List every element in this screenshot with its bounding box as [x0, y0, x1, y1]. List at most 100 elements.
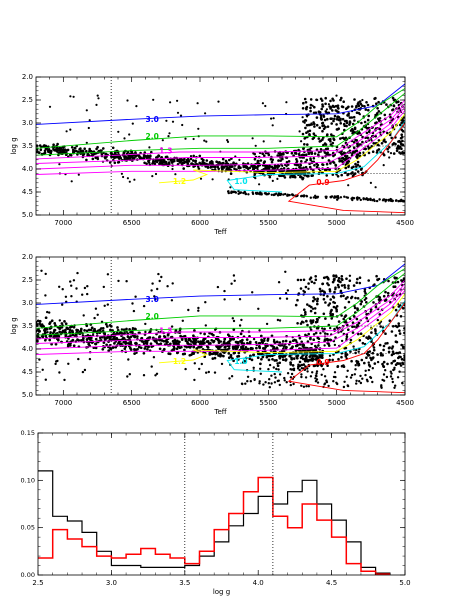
star-point	[344, 314, 348, 317]
star-point	[378, 127, 382, 131]
star-point	[36, 340, 39, 343]
star-point	[360, 121, 363, 125]
star-point	[333, 290, 336, 294]
star-point	[253, 378, 256, 382]
star-point	[329, 312, 332, 315]
star-point	[70, 146, 74, 149]
star-point	[72, 325, 76, 329]
star-point	[309, 106, 312, 110]
x-tick-label: 4500	[396, 219, 414, 227]
star-point	[305, 158, 309, 162]
hist-x-tick-label: 2.5	[32, 579, 43, 587]
star-point	[324, 276, 327, 279]
star-point	[353, 373, 356, 376]
star-point	[399, 152, 403, 155]
star-point	[313, 125, 316, 128]
star-point	[337, 276, 341, 280]
star-point	[321, 282, 325, 286]
star-point	[113, 337, 117, 341]
star-point	[262, 383, 265, 386]
star-point	[242, 191, 245, 195]
star-point	[340, 339, 344, 343]
star-point	[276, 379, 279, 383]
star-point	[349, 129, 353, 132]
star-point	[75, 328, 78, 332]
star-point	[403, 358, 405, 362]
star-point	[179, 334, 182, 338]
star-point	[246, 375, 250, 378]
star-point	[399, 136, 403, 140]
star-point	[340, 275, 344, 278]
star-point	[43, 331, 47, 335]
star-point	[399, 199, 403, 202]
star-point	[270, 160, 274, 164]
star-point	[335, 123, 338, 126]
star-point	[139, 156, 142, 159]
star-point	[354, 364, 357, 367]
star-point	[54, 335, 57, 338]
star-point	[285, 297, 289, 300]
star-point	[71, 338, 75, 342]
star-point	[341, 136, 344, 140]
star-point	[317, 137, 321, 140]
star-point	[340, 364, 344, 368]
star-point	[300, 373, 303, 376]
star-point	[155, 160, 159, 164]
star-point	[171, 348, 175, 352]
star-point	[142, 304, 146, 308]
y-tick-label: 2.0	[22, 73, 33, 81]
star-point	[196, 102, 199, 105]
star-point	[284, 292, 288, 295]
star-point	[275, 359, 278, 362]
star-point	[187, 345, 191, 349]
track-1-2-line	[158, 113, 405, 184]
star-point	[327, 342, 330, 346]
star-point	[221, 165, 225, 169]
star-point	[41, 368, 44, 371]
star-point	[377, 144, 380, 147]
star-point	[36, 335, 40, 338]
star-point	[309, 375, 313, 378]
star-point	[294, 151, 298, 155]
star-point	[311, 307, 315, 310]
star-point	[377, 110, 381, 113]
star-point	[317, 110, 321, 113]
star-point	[312, 296, 316, 299]
star-point	[315, 374, 318, 378]
star-point	[254, 144, 257, 147]
star-point	[114, 345, 118, 349]
star-point	[290, 174, 294, 177]
star-point	[76, 338, 79, 341]
star-point	[129, 330, 132, 334]
star-point	[353, 119, 356, 122]
star-point	[201, 158, 205, 162]
star-point	[382, 360, 386, 364]
star-point	[387, 150, 390, 153]
star-point	[192, 334, 195, 338]
star-point	[219, 340, 223, 343]
star-point	[194, 338, 198, 342]
star-point	[311, 104, 314, 107]
star-point	[232, 337, 235, 341]
star-point	[244, 345, 248, 349]
star-point	[298, 360, 302, 364]
x-tick-label: 6500	[123, 219, 141, 227]
star-point	[217, 347, 221, 351]
star-point	[330, 133, 333, 136]
star-point	[237, 166, 240, 169]
star-point	[390, 136, 394, 140]
star-point	[159, 160, 162, 163]
star-point	[367, 361, 370, 364]
star-point	[347, 165, 350, 169]
star-point	[271, 357, 274, 361]
star-point	[39, 148, 43, 152]
star-point	[111, 346, 115, 349]
star-point	[365, 336, 368, 339]
star-point	[149, 342, 153, 346]
star-point	[123, 347, 127, 351]
star-point	[308, 129, 312, 133]
star-point	[212, 339, 216, 343]
star-point	[343, 306, 347, 309]
star-point	[90, 326, 94, 330]
star-point	[272, 117, 275, 120]
